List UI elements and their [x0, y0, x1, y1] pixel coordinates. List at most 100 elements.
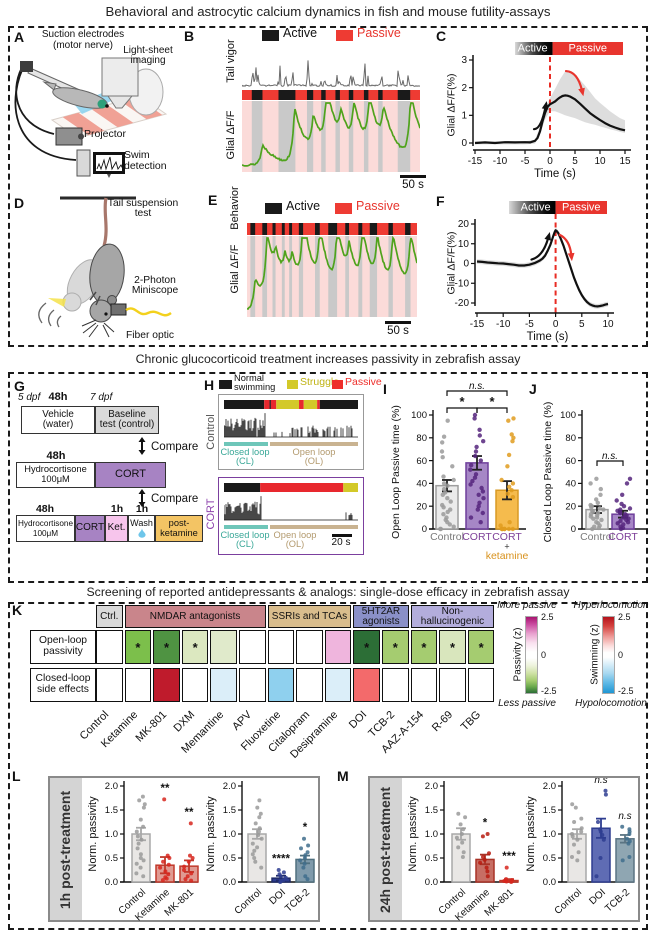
open-loop-label: Open loop (OL): [273, 530, 317, 550]
electrode-holder: [20, 61, 33, 72]
struggle-label: Struggle: [300, 376, 340, 388]
svg-text:20: 20: [565, 501, 576, 512]
passive-label: Passive: [345, 376, 382, 388]
panel-l-label: L: [12, 768, 21, 784]
svg-text:2.0: 2.0: [223, 781, 236, 792]
passive-legend-swatch: [336, 30, 353, 41]
computer-tower: [76, 149, 91, 177]
svg-text:Control: Control: [430, 531, 464, 543]
swimming-tick-top: 2.5: [618, 612, 631, 622]
compare-label: Compare: [151, 441, 199, 453]
svg-text:0.5: 0.5: [425, 853, 438, 864]
svg-text:CORT: CORT: [492, 531, 522, 543]
timeline-7dpf: 7 dpf: [90, 392, 113, 403]
section-title-3: Screening of reported antidepressants & …: [86, 585, 570, 599]
dots: [182, 821, 195, 883]
dots: [614, 476, 633, 532]
svg-text:Norm. passivity: Norm. passivity: [407, 796, 419, 872]
svg-text:0.0: 0.0: [223, 877, 236, 888]
projector-stripe: [62, 112, 105, 136]
passivity-tick-top: 2.5: [541, 612, 554, 622]
svg-text:Norm. passivity: Norm. passivity: [525, 796, 537, 872]
mouse-ear: [107, 295, 117, 305]
hypolocomotion-label: Hypolocomotion: [575, 698, 647, 709]
svg-text:20: 20: [458, 219, 470, 230]
svg-text:**: **: [161, 783, 170, 795]
passivity-colorbar: [525, 616, 538, 694]
glial-dff-percent-axis-label: Glial ΔF/F(%): [445, 73, 458, 137]
svg-text:3: 3: [461, 55, 467, 66]
cort-behavior-strip: [224, 483, 358, 492]
scalebar-line: [332, 534, 352, 537]
dots: [438, 418, 456, 532]
glial-dff-axis-label: Glial ΔF/F: [225, 110, 237, 160]
svg-text:*: *: [489, 394, 495, 409]
svg-text:5: 5: [579, 319, 585, 330]
panel-i-label: I: [383, 381, 387, 397]
vehicle-box: Vehicle (water): [21, 406, 95, 434]
timeline-5dpf: 5 dpf: [18, 392, 41, 403]
dots: [478, 832, 491, 879]
svg-text:-5: -5: [525, 319, 534, 330]
panel-h-label: H: [204, 377, 215, 393]
active-legend-swatch: [262, 30, 279, 41]
svg-text:2.0: 2.0: [105, 781, 118, 792]
objective-tip: [107, 95, 134, 109]
svg-text:Passive: Passive: [569, 43, 608, 55]
svg-text:10: 10: [594, 156, 606, 167]
cort-swim-trace: [224, 496, 358, 521]
section-box-1: [8, 26, 648, 347]
dots: [276, 868, 288, 884]
control-recording-box: [218, 394, 364, 470]
svg-text:***: ***: [502, 851, 516, 863]
miniscope-label: 2-Photon Miniscope: [131, 275, 179, 297]
svg-text:Norm. passivity: Norm. passivity: [205, 796, 217, 872]
normal-swimming-swatch: [219, 380, 232, 389]
hydrocortisone-box: Hydrocortisone 100μM: [16, 515, 75, 542]
hydrocortisone-box: Hydrocortisone 100μM: [16, 462, 95, 488]
svg-text:Control: Control: [553, 887, 584, 917]
scalebar-label: 50 s: [402, 179, 424, 191]
panel-m-side-band: [370, 778, 402, 920]
svg-text:-5: -5: [521, 156, 530, 167]
fish-rig-illustration: [14, 57, 168, 178]
m-psychedelic-chart: 0.0 0.5 1.0 1.5 2.0 Norm. passivity Control n.s…: [525, 778, 635, 917]
swim-detection-label: Swim detection: [124, 149, 167, 172]
light-sheet-label: Light-sheet imaging: [123, 45, 173, 66]
panel-d-label: D: [14, 195, 25, 211]
svg-text:-20: -20: [455, 298, 470, 309]
svg-text:CORT: CORT: [462, 531, 492, 543]
panel-l-box: [48, 776, 320, 922]
cort-box: CORT: [95, 462, 166, 488]
fiber-optic-cable: [125, 307, 172, 317]
svg-text:80: 80: [565, 433, 576, 444]
projector-label: Projector: [84, 128, 127, 140]
struggle-swatch: [287, 380, 298, 389]
passivity-axis-label: Passivity (z): [512, 627, 524, 682]
svg-text:0: 0: [422, 524, 427, 535]
svg-text:2: 2: [461, 83, 467, 94]
panel-g-label: G: [14, 378, 25, 394]
svg-text:n.s.: n.s.: [469, 382, 485, 392]
svg-text:Norm. passivity: Norm. passivity: [87, 796, 99, 872]
glial-onset-plot: Active Passive 0 1 2 3 -15 -10 -5 0 5 10 15 Time (s): [461, 42, 631, 180]
active-legend-label: Active: [286, 199, 321, 213]
svg-text:*: *: [303, 822, 308, 834]
closed-loop-bar: [224, 525, 268, 529]
svg-text:0: 0: [571, 524, 576, 535]
svg-text:+: +: [504, 542, 509, 552]
svg-text:****: ****: [272, 853, 290, 865]
svg-text:TCB-2: TCB-2: [283, 887, 312, 915]
dots: [134, 794, 147, 879]
tail-vigor-trace: [242, 60, 420, 88]
cort-box: CORT: [75, 515, 105, 542]
compare-label: Compare: [151, 493, 199, 505]
open-loop-bar: [270, 442, 358, 446]
scalebar-line: [400, 175, 426, 178]
swimming-tick-mid: 0: [618, 650, 624, 660]
svg-text:15: 15: [619, 156, 631, 167]
fish-brain-spot: [97, 99, 107, 109]
